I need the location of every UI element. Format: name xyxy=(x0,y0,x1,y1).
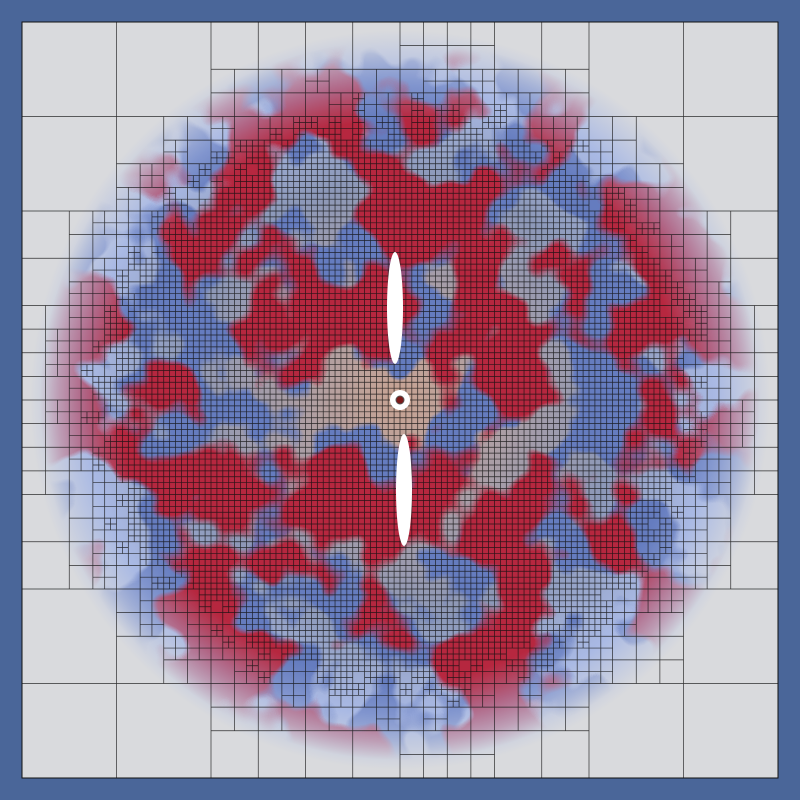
adaptive-mesh xyxy=(21,21,779,779)
propeller xyxy=(387,252,412,546)
domain-border xyxy=(21,21,779,779)
propeller-blade xyxy=(396,434,412,546)
propeller-axis xyxy=(395,395,405,405)
propeller-blade xyxy=(387,252,403,364)
